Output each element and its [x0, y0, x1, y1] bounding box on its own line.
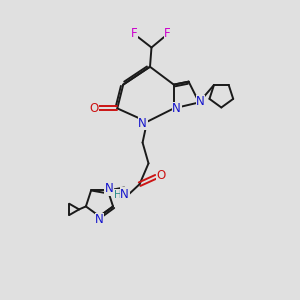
Text: N: N — [120, 188, 129, 201]
Text: O: O — [156, 169, 166, 182]
Text: N: N — [196, 95, 205, 108]
Text: F: F — [131, 27, 138, 40]
Text: N: N — [138, 117, 147, 130]
Text: H: H — [114, 190, 122, 200]
Text: N: N — [105, 182, 114, 196]
Text: N: N — [172, 103, 181, 116]
Text: O: O — [89, 102, 99, 115]
Text: F: F — [164, 27, 171, 40]
Text: N: N — [95, 213, 104, 226]
